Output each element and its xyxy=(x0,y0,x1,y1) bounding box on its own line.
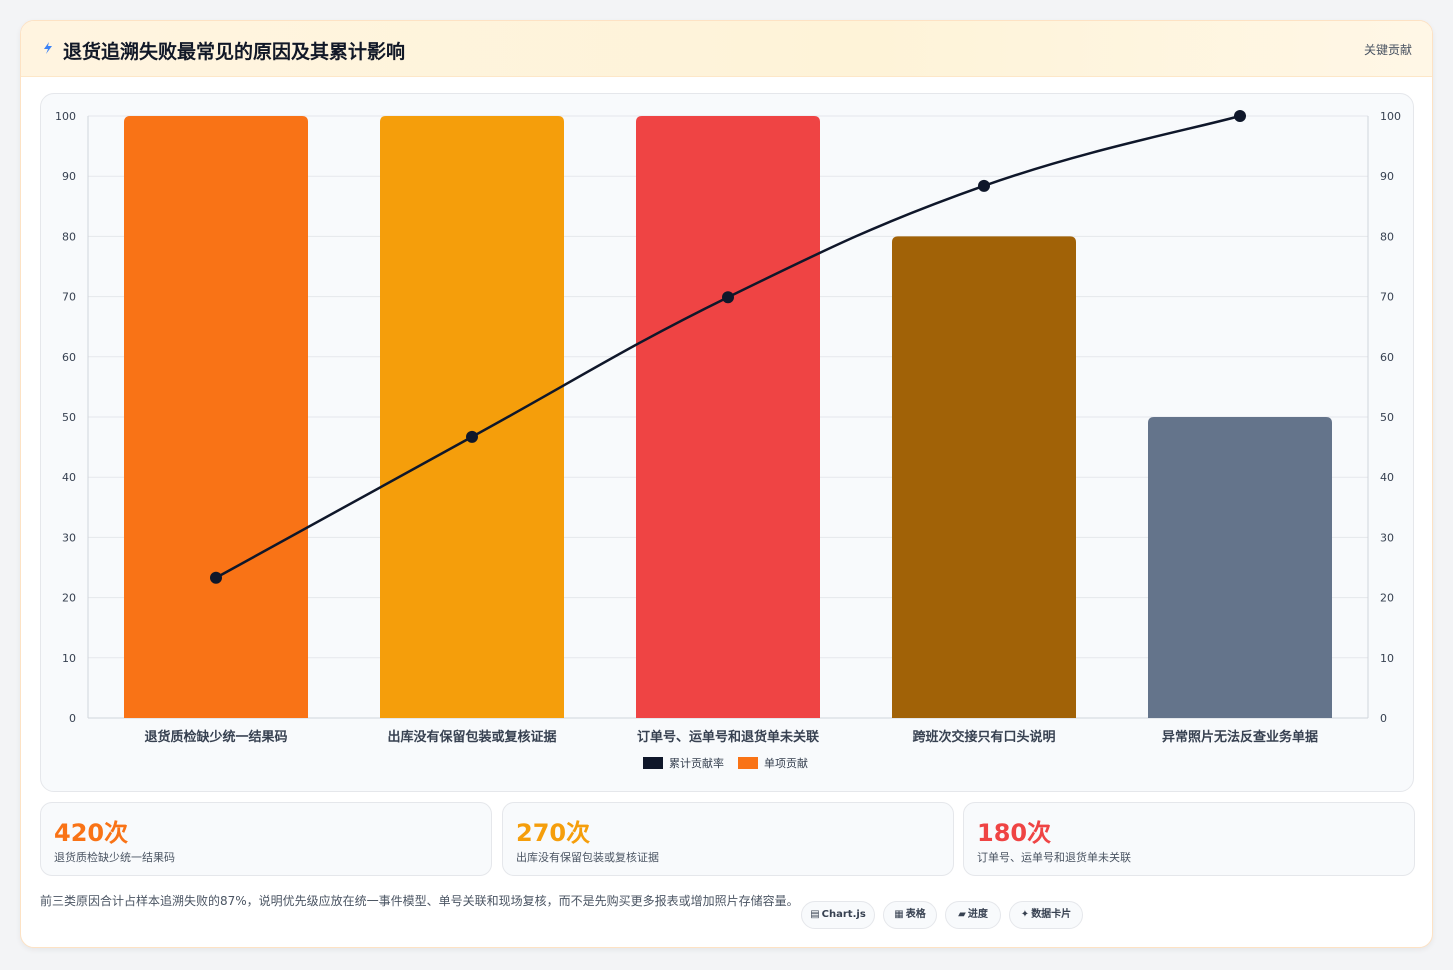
y2-tick-label: 90 xyxy=(1380,170,1394,183)
y-tick-label: 10 xyxy=(62,652,76,665)
line-point xyxy=(1234,110,1246,122)
legend-swatch xyxy=(643,757,663,769)
y-tick-label: 50 xyxy=(62,411,76,424)
progress-icon: ▰ xyxy=(958,909,966,920)
y-tick-label: 20 xyxy=(62,592,76,605)
kpi-label: 退货质检缺少统一结果码 xyxy=(54,851,175,864)
kpi-label: 出库没有保留包装或复核证据 xyxy=(516,851,659,864)
y-tick-label: 80 xyxy=(62,230,76,243)
x-tick-label: 出库没有保留包装或复核证据 xyxy=(387,729,556,745)
sparkle-icon: ✦ xyxy=(1020,909,1030,920)
y2-tick-label: 80 xyxy=(1380,230,1394,243)
pareto-chart: 0 0 10 10 20 20 30 30 40 40 50 50 60 60 70 70 80 80 90 90 10… xyxy=(55,110,1401,770)
line-point xyxy=(466,430,478,443)
bar xyxy=(1148,417,1332,718)
x-tick-label: 跨班次交接只有口头说明 xyxy=(912,729,1055,745)
chart-icon: ▤ xyxy=(810,909,820,920)
x-tick-label: 异常照片无法反查业务单据 xyxy=(1162,729,1318,745)
y2-tick-label: 30 xyxy=(1380,531,1394,544)
legend-swatch xyxy=(738,757,758,769)
kpi-value: 270次 xyxy=(516,819,591,847)
table-icon: ▦ xyxy=(894,909,904,920)
card-header: 退货追溯失败最常见的原因及其累计影响 关键贡献 xyxy=(21,21,1432,77)
kpi-value: 180次 xyxy=(977,819,1052,847)
y2-tick-label: 100 xyxy=(1380,110,1401,123)
kpi-card-3: 180次 订单号、运单号和退货单未关联 xyxy=(963,802,1415,876)
report-card: 退货追溯失败最常见的原因及其累计影响 关键贡献 0 0 10 10 20 20 30 30 40… xyxy=(20,20,1433,948)
chip-chartjs[interactable]: ▤ Chart.js xyxy=(801,901,875,929)
y2-tick-label: 0 xyxy=(1380,712,1387,725)
legend-label: 单项贡献 xyxy=(764,756,808,770)
legend-label: 累计贡献率 xyxy=(669,756,724,770)
kpi-card-1: 420次 退货质检缺少统一结果码 xyxy=(40,802,492,876)
x-tick-label: 退货质检缺少统一结果码 xyxy=(144,729,287,745)
bar xyxy=(124,116,308,718)
kpi-value: 420次 xyxy=(54,819,129,847)
y2-tick-label: 40 xyxy=(1380,471,1394,484)
line-point xyxy=(722,291,734,304)
chip-table[interactable]: ▦ 表格 xyxy=(883,901,937,929)
bar xyxy=(636,116,820,718)
y-tick-label: 90 xyxy=(62,170,76,183)
y-tick-label: 40 xyxy=(62,471,76,484)
chart-panel: 0 0 10 10 20 20 30 30 40 40 50 50 60 60 70 70 80 80 90 90 10… xyxy=(40,93,1414,792)
y-tick-label: 100 xyxy=(55,110,76,123)
y-tick-label: 30 xyxy=(62,531,76,544)
x-tick-label: 订单号、运单号和退货单未关联 xyxy=(637,729,819,745)
y2-tick-label: 10 xyxy=(1380,652,1394,665)
bolt-icon xyxy=(44,42,52,54)
y2-tick-label: 50 xyxy=(1380,411,1394,424)
line-point xyxy=(978,179,990,192)
y-tick-label: 60 xyxy=(62,351,76,364)
y-tick-label: 70 xyxy=(62,291,76,304)
y2-tick-label: 70 xyxy=(1380,291,1394,304)
y2-tick-label: 20 xyxy=(1380,592,1394,605)
line-point xyxy=(210,571,222,584)
y2-tick-label: 60 xyxy=(1380,351,1394,364)
header-tag: 关键贡献 xyxy=(1363,43,1412,57)
chip-data-card[interactable]: ✦ 数据卡片 xyxy=(1009,901,1083,929)
summary-note: 前三类原因合计占样本追溯失败的87%，说明优先级应放在统一事件模型、单号关联和现… xyxy=(40,894,799,908)
kpi-label: 订单号、运单号和退货单未关联 xyxy=(977,851,1131,864)
kpi-card-2: 270次 出库没有保留包装或复核证据 xyxy=(502,802,954,876)
page-title: 退货追溯失败最常见的原因及其累计影响 xyxy=(63,41,406,63)
bar xyxy=(380,116,564,718)
y-tick-label: 0 xyxy=(69,712,76,725)
bar xyxy=(892,236,1076,718)
chip-progress[interactable]: ▰ 进度 xyxy=(945,901,1001,929)
